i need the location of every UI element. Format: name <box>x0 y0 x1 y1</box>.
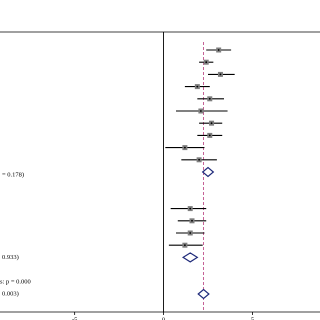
point-dot <box>198 158 201 161</box>
diamond <box>197 288 210 300</box>
point-dot <box>189 232 192 234</box>
point-dot <box>183 244 186 247</box>
point-dot <box>208 97 211 100</box>
row-label: = 0.178) <box>2 171 24 178</box>
diamond <box>181 252 199 263</box>
point-dot <box>189 207 192 210</box>
point-dot <box>205 61 208 64</box>
x-tick-label: 5 <box>251 316 254 320</box>
point-dot <box>210 122 213 125</box>
point-dot <box>196 85 199 88</box>
point-dot <box>219 73 222 76</box>
point-dot <box>208 134 211 137</box>
x-tick-label: 0 <box>162 316 165 320</box>
point-dot <box>199 110 202 112</box>
row-label: 0.933) <box>2 254 19 261</box>
point-dot <box>217 49 220 51</box>
diamond <box>201 166 215 178</box>
x-tick-label: -5 <box>72 316 77 320</box>
point-dot <box>191 219 193 222</box>
point-dot <box>183 146 186 149</box>
row-label: 0.003) <box>2 290 19 297</box>
row-label: s: p = 0.000 <box>0 278 31 285</box>
